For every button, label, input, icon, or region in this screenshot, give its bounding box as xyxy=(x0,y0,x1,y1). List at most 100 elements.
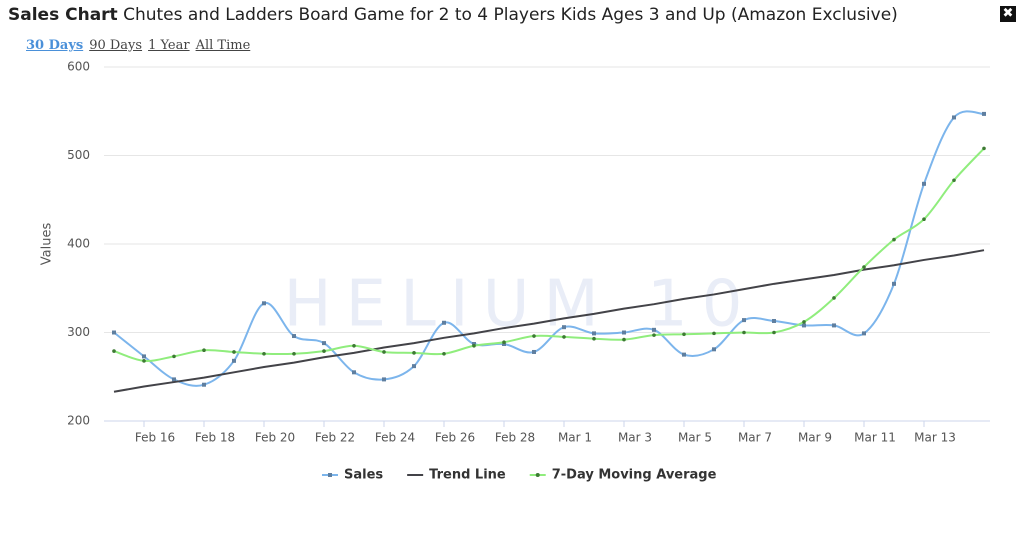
data-point xyxy=(622,330,626,335)
y-tick-label: 400 xyxy=(67,237,90,251)
y-tick-label: 200 xyxy=(67,414,90,428)
range-tab[interactable]: 90 Days xyxy=(89,38,143,53)
range-tab[interactable]: 1 Year xyxy=(148,38,190,53)
data-point xyxy=(262,301,266,306)
data-point xyxy=(562,335,566,339)
data-point xyxy=(562,325,566,330)
legend-item[interactable]: Trend Line xyxy=(407,468,506,483)
data-point xyxy=(952,115,956,120)
x-tick-label: Feb 18 xyxy=(195,431,235,445)
data-point xyxy=(172,354,176,359)
data-point xyxy=(622,337,626,342)
data-point xyxy=(442,351,446,356)
data-point xyxy=(352,370,356,375)
header: Sales Chart Chutes and Ladders Board Gam… xyxy=(8,5,898,25)
data-point xyxy=(712,347,716,352)
data-point xyxy=(862,331,866,336)
data-point xyxy=(292,334,296,339)
x-tick-label: Mar 5 xyxy=(678,431,712,445)
data-point xyxy=(292,351,296,356)
y-tick-label: 600 xyxy=(67,60,90,74)
product-title: Chutes and Ladders Board Game for 2 to 4… xyxy=(123,5,898,25)
legend-label: 7-Day Moving Average xyxy=(552,468,717,483)
series-line xyxy=(113,249,985,393)
data-point xyxy=(682,352,686,357)
data-point xyxy=(652,333,656,337)
data-point xyxy=(112,349,116,353)
data-point xyxy=(352,343,356,348)
y-tick-label: 500 xyxy=(67,148,90,162)
data-point xyxy=(892,281,896,286)
data-point xyxy=(862,265,866,269)
data-point xyxy=(652,327,656,332)
data-point xyxy=(232,350,236,354)
y-axis-title: Values xyxy=(40,223,55,266)
data-point xyxy=(202,382,206,387)
data-point xyxy=(382,377,386,382)
data-point xyxy=(532,334,536,338)
data-point xyxy=(322,349,326,353)
data-point xyxy=(892,237,896,242)
x-tick-label: Mar 7 xyxy=(738,431,772,445)
data-point xyxy=(922,181,926,186)
x-tick-label: Mar 9 xyxy=(798,431,832,445)
data-point xyxy=(412,351,416,355)
data-point xyxy=(412,364,416,369)
close-button[interactable]: ✖ xyxy=(1000,6,1016,22)
series-line xyxy=(113,110,985,387)
data-point xyxy=(382,350,386,354)
x-tick-label: Feb 20 xyxy=(255,431,295,445)
data-point xyxy=(532,349,536,354)
data-point xyxy=(922,217,926,222)
data-point xyxy=(712,331,716,336)
x-tick-label: Mar 13 xyxy=(914,431,956,445)
data-point xyxy=(172,377,176,382)
data-point xyxy=(802,320,806,324)
data-point xyxy=(982,146,986,151)
watermark: HELIUM 10 xyxy=(284,268,757,342)
data-point xyxy=(592,336,596,341)
legend-marker xyxy=(535,473,540,477)
data-point xyxy=(442,320,446,325)
x-tick-label: Feb 22 xyxy=(315,431,355,445)
legend-label: Trend Line xyxy=(429,468,506,483)
x-tick-label: Mar 1 xyxy=(558,431,592,445)
data-point xyxy=(682,332,686,337)
data-point xyxy=(502,340,506,345)
data-point xyxy=(832,323,836,328)
legend-item[interactable]: 7-Day Moving Average xyxy=(529,468,717,483)
data-point xyxy=(802,323,806,328)
x-tick-label: Feb 16 xyxy=(135,431,175,445)
data-point xyxy=(142,359,146,363)
range-tabs: 30 Days 90 Days 1 Year All Time xyxy=(26,38,256,53)
x-tick-label: Feb 24 xyxy=(375,431,415,445)
y-tick-label: 300 xyxy=(67,325,90,339)
legend-marker xyxy=(328,473,332,477)
legend-label: Sales xyxy=(344,468,383,483)
data-point xyxy=(772,330,776,335)
data-point xyxy=(202,348,206,353)
data-point xyxy=(472,343,476,348)
x-tick-label: Mar 11 xyxy=(854,431,896,445)
range-tab[interactable]: All Time xyxy=(195,38,251,53)
data-point xyxy=(742,330,746,335)
range-tab[interactable]: 30 Days xyxy=(26,38,84,53)
data-point xyxy=(592,331,596,336)
legend-item[interactable]: Sales xyxy=(322,468,383,483)
data-point xyxy=(772,318,776,323)
data-point xyxy=(232,358,236,363)
data-point xyxy=(982,111,986,116)
series-line xyxy=(113,147,985,362)
data-point xyxy=(952,178,956,183)
data-point xyxy=(832,296,836,300)
x-tick-label: Feb 28 xyxy=(495,431,535,445)
data-point xyxy=(142,354,146,359)
data-point xyxy=(112,330,116,335)
header-label: Sales Chart xyxy=(8,5,118,25)
data-point xyxy=(322,341,326,346)
x-tick-label: Mar 3 xyxy=(618,431,652,445)
x-tick-label: Feb 26 xyxy=(435,431,475,445)
data-point xyxy=(742,318,746,323)
